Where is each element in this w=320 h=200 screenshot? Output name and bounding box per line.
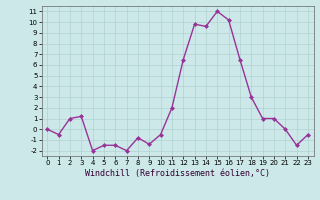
X-axis label: Windchill (Refroidissement éolien,°C): Windchill (Refroidissement éolien,°C) [85,169,270,178]
